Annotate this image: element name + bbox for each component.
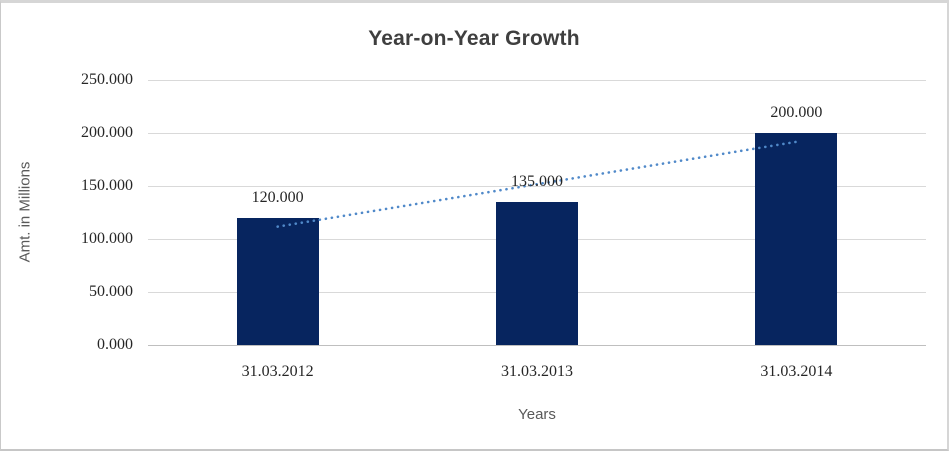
x-tick-label: 31.03.2014 <box>760 363 833 380</box>
bar <box>755 133 838 345</box>
chart-title: Year-on-Year Growth <box>368 27 580 50</box>
y-tick-label: 50.000 <box>89 283 133 300</box>
bar-data-label: 200.000 <box>770 104 823 121</box>
y-tick-label: 250.000 <box>81 71 133 88</box>
y-tick-label: 200.000 <box>81 124 133 141</box>
bar <box>496 201 578 345</box>
plot-area: 120.000 135.000 200.000 <box>148 80 926 346</box>
x-axis-line <box>148 345 926 346</box>
bar-data-label: 135.000 <box>511 172 563 190</box>
x-tick-label: 31.03.2013 <box>501 363 573 380</box>
x-tick-label: 31.03.2012 <box>241 363 314 380</box>
bar <box>236 217 319 345</box>
y-tick-label: 150.000 <box>81 177 133 194</box>
bar-data-label: 120.000 <box>251 188 304 206</box>
x-axis-title: Years <box>518 406 556 423</box>
y-tick-label: 0.000 <box>97 336 133 353</box>
gridline <box>148 80 926 81</box>
gridline <box>148 133 926 134</box>
y-tick-label: 100.000 <box>81 230 133 247</box>
